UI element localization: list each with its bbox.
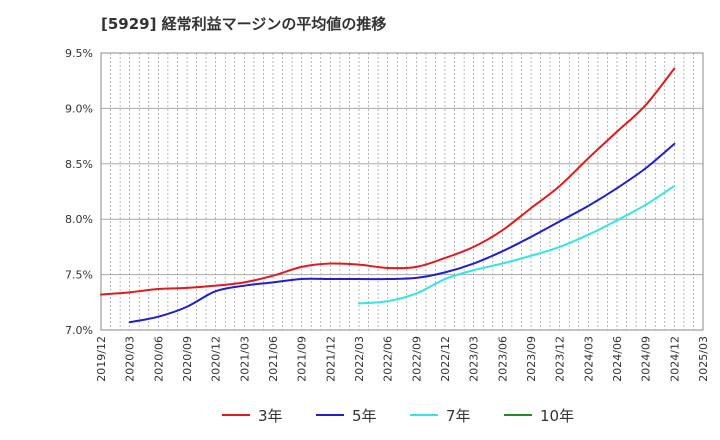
y-tick-label: 7.5%	[65, 269, 93, 282]
legend-label: 3年	[258, 406, 283, 425]
legend-swatch	[504, 414, 532, 416]
y-tick-label: 7.0%	[65, 324, 93, 337]
x-tick-label: 2023/06	[496, 336, 509, 382]
x-tick-label: 2023/03	[468, 336, 481, 382]
y-tick-labels: 7.0% 7.5% 8.0% 8.5% 9.0% 9.5%	[65, 47, 93, 337]
x-tick-label: 2021/06	[267, 336, 280, 382]
y-tick-label: 9.5%	[65, 47, 93, 60]
x-tick-label: 2021/12	[324, 336, 337, 382]
x-tick-label: 2021/09	[296, 336, 309, 382]
x-tick-label: 2022/06	[382, 336, 395, 382]
legend-item: 5年	[316, 404, 377, 426]
legend-swatch	[410, 414, 438, 416]
x-tick-label: 2024/09	[640, 336, 653, 382]
y-tick-label: 8.0%	[65, 213, 93, 226]
legend-label: 10年	[540, 406, 575, 425]
x-tick-label: 2024/12	[668, 336, 681, 382]
x-tick-label: 2019/12	[95, 336, 108, 382]
legend-item: 3年	[222, 404, 283, 426]
y-tick-label: 9.0%	[65, 102, 93, 115]
x-tick-label: 2021/03	[238, 336, 251, 382]
x-tick-label: 2020/03	[124, 336, 137, 382]
x-tick-label: 2022/09	[410, 336, 423, 382]
x-tick-label: 2022/03	[353, 336, 366, 382]
x-tick-label: 2023/09	[525, 336, 538, 382]
legend-label: 5年	[352, 406, 377, 425]
x-tick-label: 2022/12	[439, 336, 452, 382]
legend-swatch	[316, 414, 344, 416]
x-tick-label: 2020/09	[181, 336, 194, 382]
legend-label: 7年	[446, 406, 471, 425]
x-tick-label: 2020/12	[210, 336, 223, 382]
chart-title: [5929] 経常利益マージンの平均値の推移	[101, 15, 387, 33]
legend-item: 10年	[504, 404, 574, 426]
x-tick-labels: 2019/12 2020/03 2020/06 2020/09 2020/12 2021/…	[95, 336, 710, 382]
series-line-1	[128, 142, 676, 324]
x-tick-label: 2020/06	[152, 336, 165, 382]
x-tick-label: 2023/12	[554, 336, 567, 382]
legend-item: 7年	[410, 404, 471, 426]
legend-swatch	[222, 414, 250, 416]
series-line-2	[358, 184, 676, 305]
x-tick-label: 2024/03	[582, 336, 595, 382]
x-tick-label: 2025/03	[697, 336, 710, 382]
x-tick-label: 2024/06	[611, 336, 624, 382]
plot-frame	[100, 52, 704, 331]
series-line-0	[100, 67, 676, 296]
series-lines	[100, 67, 676, 324]
y-tick-label: 8.5%	[65, 158, 93, 171]
